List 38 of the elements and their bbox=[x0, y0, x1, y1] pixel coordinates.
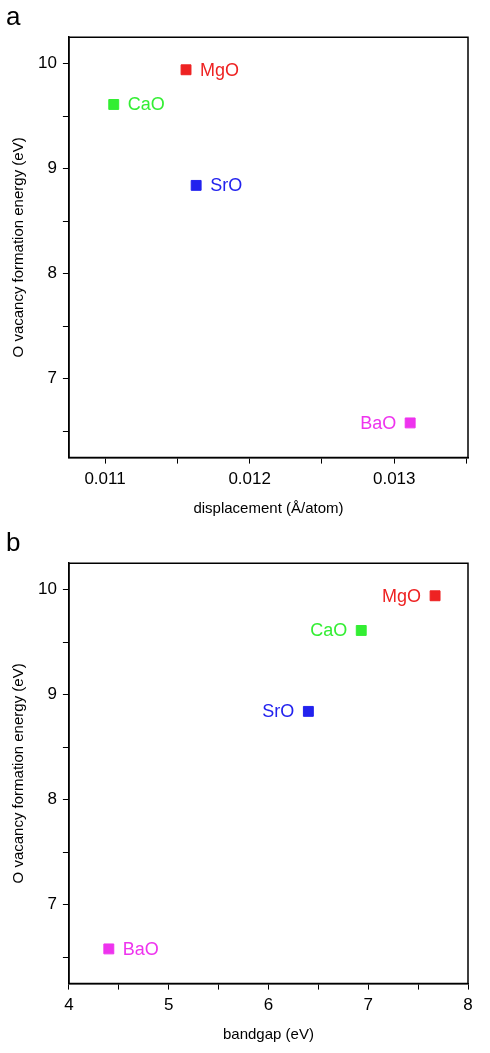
y-tick-label: 8 bbox=[47, 789, 57, 809]
point bbox=[190, 179, 202, 191]
y-tick-label: 9 bbox=[47, 684, 57, 704]
x-tick-label: 8 bbox=[463, 995, 473, 1015]
y-tick-label: 8 bbox=[47, 263, 57, 283]
x-axis-title: displacement (Å/atom) bbox=[193, 499, 344, 517]
y-tick-label: 10 bbox=[37, 53, 57, 73]
x-tick-label: 7 bbox=[363, 995, 373, 1015]
chart-title: b bbox=[6, 526, 21, 557]
point bbox=[180, 64, 192, 76]
x-tick-label: 0.012 bbox=[228, 469, 271, 489]
x-tick-label: 0.011 bbox=[84, 469, 126, 489]
y-tick-label: 9 bbox=[47, 158, 57, 178]
x-axis-title: bandgap (eV) bbox=[223, 1025, 314, 1043]
x-tick-label: 6 bbox=[263, 995, 274, 1015]
series-label: SrO bbox=[210, 175, 243, 196]
point bbox=[355, 625, 367, 636]
y-axis-title: O vacancy formation energy (eV) bbox=[9, 137, 27, 358]
point bbox=[103, 943, 115, 955]
series-label: CaO bbox=[127, 94, 165, 115]
point bbox=[404, 417, 416, 429]
series-label: BaO bbox=[122, 938, 159, 959]
x-tick-label: 4 bbox=[64, 995, 74, 1015]
series-label: MgO bbox=[382, 585, 422, 606]
y-axis-title: O vacancy formation energy (eV) bbox=[9, 663, 27, 884]
chart-title: a bbox=[6, 0, 21, 31]
series-label: MgO bbox=[200, 59, 240, 80]
point bbox=[108, 99, 120, 110]
point bbox=[302, 705, 314, 717]
y-tick-label: 10 bbox=[37, 579, 57, 599]
y-tick-label: 7 bbox=[47, 368, 57, 388]
y-tick-label: 7 bbox=[47, 894, 57, 914]
x-tick-label: 0.013 bbox=[372, 469, 416, 489]
series-label: SrO bbox=[262, 701, 295, 722]
series-label: BaO bbox=[360, 412, 397, 433]
series-label: CaO bbox=[310, 620, 348, 641]
point bbox=[429, 590, 441, 602]
x-tick-label: 5 bbox=[163, 995, 174, 1015]
